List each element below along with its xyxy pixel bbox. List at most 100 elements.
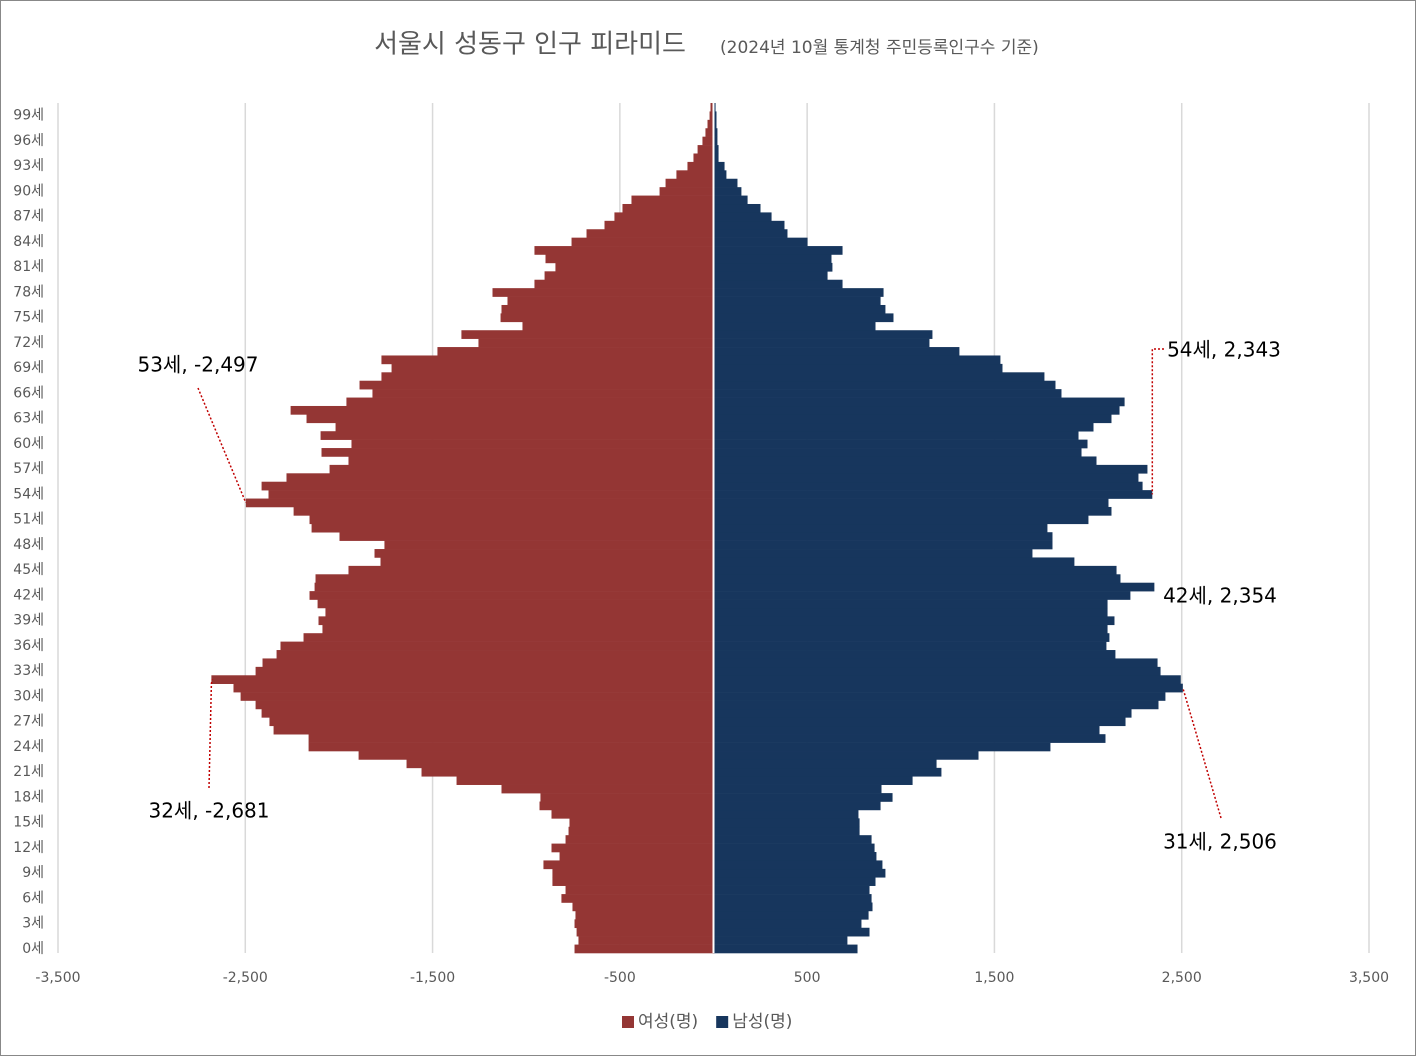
bar (713, 877, 876, 886)
bar (374, 549, 714, 558)
y-tick-label: 24세 (13, 739, 44, 755)
bar (713, 818, 860, 828)
bar (713, 397, 1125, 407)
bar (543, 860, 714, 870)
y-tick-label: 75세 (13, 310, 44, 326)
bar (713, 751, 979, 760)
y-tick-label: 81세 (13, 259, 44, 275)
bar (713, 885, 870, 895)
bar (713, 271, 828, 281)
y-tick-label: 54세 (13, 486, 44, 502)
bar (713, 776, 913, 785)
bar (713, 633, 1110, 642)
bar (269, 717, 714, 727)
bar (713, 793, 893, 802)
bar (713, 203, 761, 213)
bar (713, 725, 1100, 735)
bar (713, 195, 748, 205)
y-tick-label: 57세 (13, 461, 44, 477)
bar (552, 877, 714, 886)
bar (713, 784, 882, 794)
bar (713, 389, 1062, 398)
bar (500, 313, 714, 323)
bar (713, 355, 1001, 365)
bar (348, 565, 714, 575)
bar (381, 372, 714, 382)
y-tick-label: 9세 (22, 865, 44, 881)
bar (713, 910, 869, 920)
x-tick-label: 3,500 (1349, 970, 1389, 986)
annotation-leader (197, 387, 247, 504)
bar (713, 852, 877, 861)
bar (631, 195, 714, 205)
y-tick-label: 39세 (13, 613, 44, 629)
bar (329, 464, 714, 474)
y-tick-label: 63세 (13, 411, 44, 427)
chart-title: 서울시 성동구 인구 피라미드 (374, 30, 686, 60)
bar (578, 936, 714, 945)
bar (713, 599, 1108, 609)
bar (421, 767, 714, 777)
y-tick-label: 0세 (22, 941, 44, 957)
y-tick-label: 66세 (13, 385, 44, 401)
bar (273, 725, 714, 735)
bar (240, 692, 714, 701)
bar (713, 582, 1155, 592)
bar (713, 742, 1051, 752)
bar (713, 650, 1116, 659)
bar (713, 902, 873, 912)
bar (713, 304, 886, 314)
bar (461, 330, 714, 339)
bar (325, 607, 714, 617)
y-tick-label: 90세 (13, 183, 44, 199)
bar (713, 414, 1112, 424)
bar (574, 919, 714, 929)
bar (713, 153, 719, 163)
bar (559, 852, 714, 861)
bar (713, 717, 1126, 727)
bar (713, 944, 858, 954)
bar (539, 801, 714, 811)
bar (713, 809, 859, 819)
bar (713, 405, 1120, 415)
bar (713, 111, 717, 121)
bar (713, 347, 960, 356)
bar (713, 860, 883, 870)
y-tick-label: 27세 (13, 714, 44, 730)
bar (233, 683, 714, 693)
y-tick-label: 42세 (13, 587, 44, 603)
y-tick-label: 96세 (13, 133, 44, 149)
annotation-leader (208, 679, 214, 789)
bar (713, 220, 785, 230)
bar (702, 136, 714, 146)
bar (713, 187, 742, 196)
bar (713, 439, 1088, 449)
bar (309, 591, 714, 600)
x-tick-label: -3,500 (35, 970, 80, 986)
bar (713, 666, 1161, 676)
annotation: 42세, 2,354 (1163, 584, 1277, 608)
bar (713, 330, 933, 339)
bar (713, 540, 1053, 550)
bar (492, 288, 714, 297)
bar (261, 708, 714, 718)
x-tick-label: 500 (794, 970, 821, 986)
bar (574, 944, 714, 954)
bar (561, 894, 714, 903)
annotation-leader (1182, 687, 1222, 819)
bar (318, 616, 714, 626)
bar (713, 759, 937, 769)
bar (320, 431, 714, 440)
y-tick-label: 12세 (13, 840, 44, 856)
bar (276, 650, 714, 659)
bar (713, 801, 881, 811)
bar (713, 549, 1033, 558)
bar (290, 405, 714, 415)
bar (713, 246, 843, 255)
bar (713, 616, 1115, 626)
bar (713, 843, 875, 853)
bar (552, 868, 714, 878)
bar (713, 826, 860, 836)
y-tick-label: 30세 (13, 688, 44, 704)
